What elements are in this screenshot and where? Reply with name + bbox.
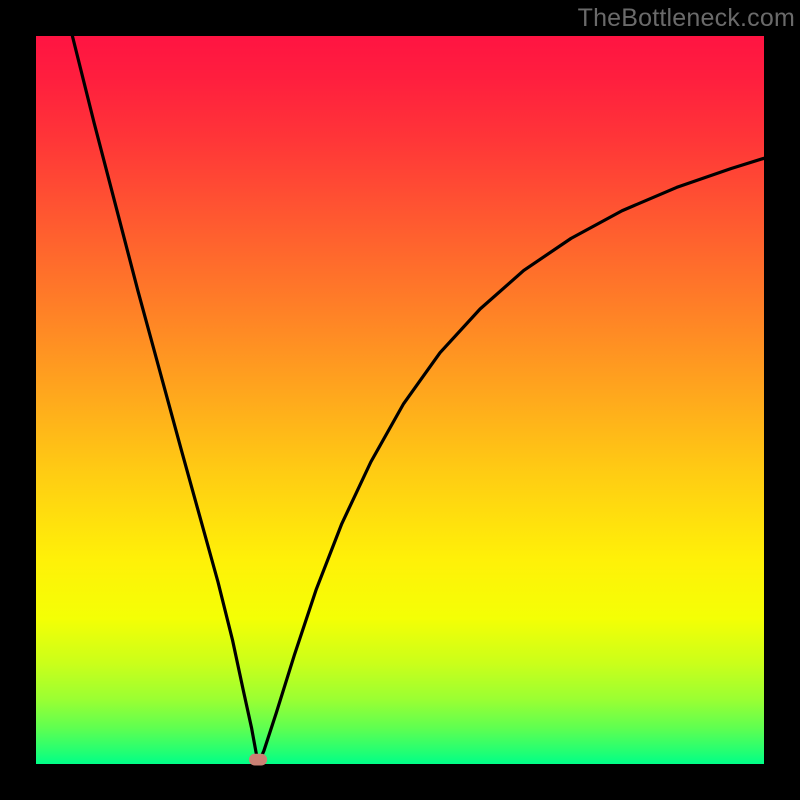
plot-area xyxy=(36,36,764,765)
optimal-marker xyxy=(249,754,267,766)
gradient-background xyxy=(36,36,764,764)
watermark-text: TheBottleneck.com xyxy=(578,4,795,33)
bottleneck-chart xyxy=(0,0,800,800)
